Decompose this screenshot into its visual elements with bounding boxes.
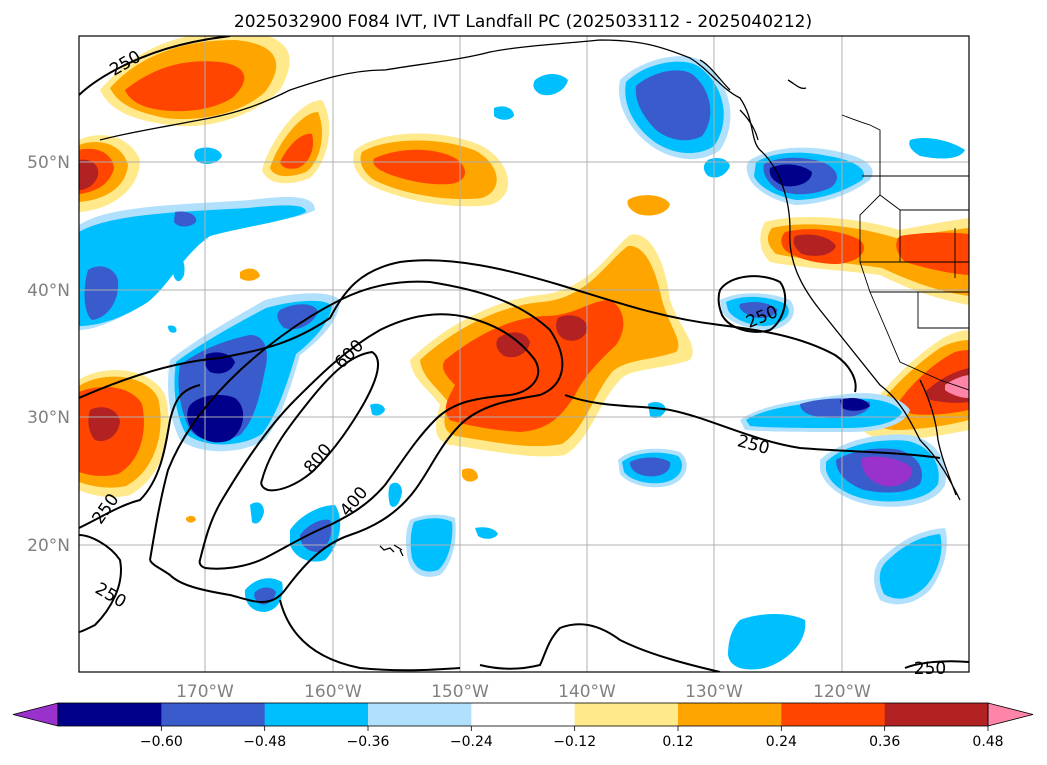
figure-title: 2025032900 F084 IVT, IVT Landfall PC (20…	[234, 12, 812, 32]
lon-label: 170°W	[176, 682, 234, 702]
colorbar-tick-label: −0.60	[140, 734, 183, 750]
colorbar-extend-min	[12, 702, 59, 727]
contour-600	[198, 313, 540, 570]
colorbar-bin	[264, 703, 369, 726]
lon-label: 120°W	[813, 682, 871, 702]
contour-250-main	[79, 259, 857, 399]
ivt-contours	[79, 36, 969, 672]
lon-label: 130°W	[685, 682, 743, 702]
colorbar: −0.60 −0.48 −0.36 −0.24 −0.12 0.12 0.24 0.36 0.4…	[12, 702, 1034, 750]
colorbar-tick-label: 0.48	[972, 734, 1003, 750]
colorbar-tick-label: −0.12	[553, 734, 596, 750]
contour-label: 250	[914, 659, 946, 679]
colorbar-bin	[161, 703, 266, 726]
colorbar-tick-label: 0.24	[766, 734, 797, 750]
contour-400	[149, 280, 564, 603]
latitude-labels: 50°N 40°N 30°N 20°N	[27, 153, 70, 556]
political-borders	[841, 114, 969, 391]
colorbar-tick-label: −0.36	[347, 734, 390, 750]
lat-label: 40°N	[27, 281, 70, 301]
contour-250-ca-loop	[717, 275, 787, 333]
colorbar-extend-max	[987, 702, 1034, 727]
lon-label: 150°W	[431, 682, 489, 702]
colorbar-tick-label: −0.48	[243, 734, 286, 750]
contour-800	[260, 350, 379, 492]
map-panel: 250 600 800 400 250 250 250 250 250	[78, 35, 970, 679]
colorbar-bin	[471, 703, 576, 726]
contour-250-subtropical	[564, 394, 941, 459]
colorbar-tick-label: 0.36	[869, 734, 900, 750]
colorbar-frame	[57, 702, 989, 727]
colorbar-bin	[58, 703, 162, 726]
colorbar-bin	[678, 703, 782, 726]
colorbar-tick-label: −0.24	[450, 734, 493, 750]
coastlines	[99, 39, 961, 557]
lon-label: 140°W	[558, 682, 616, 702]
contour-250-south	[79, 384, 201, 529]
graticule	[79, 36, 969, 672]
colorbar-bin	[368, 703, 472, 726]
lon-label: 160°W	[304, 682, 362, 702]
contour-250-north-west	[79, 36, 231, 96]
lat-label: 50°N	[27, 153, 70, 173]
map-frame	[78, 35, 970, 673]
longitude-labels: 170°W 160°W 150°W 140°W 130°W 120°W	[176, 682, 871, 702]
lat-label: 30°N	[27, 408, 70, 428]
colorbar-bin	[574, 703, 679, 726]
lat-label: 20°N	[27, 536, 70, 556]
shaded-fields	[79, 36, 969, 670]
colorbar-bin	[884, 703, 989, 726]
colorbar-tick-label: 0.12	[662, 734, 693, 750]
colorbar-bin	[781, 703, 886, 726]
